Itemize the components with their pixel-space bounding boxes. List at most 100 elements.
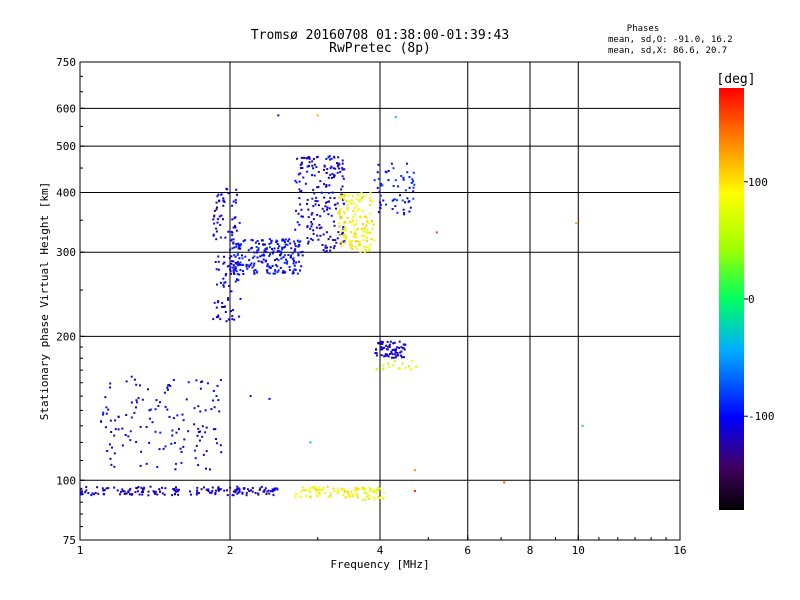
data-point: [94, 491, 97, 494]
data-point: [316, 186, 319, 189]
data-point: [311, 223, 314, 226]
data-point: [344, 221, 346, 223]
data-point: [333, 156, 336, 159]
data-point: [197, 492, 200, 495]
data-point: [372, 223, 375, 226]
data-point: [251, 246, 253, 249]
data-point: [261, 254, 263, 257]
data-point: [365, 240, 368, 243]
data-point: [216, 301, 219, 304]
data-point: [366, 495, 368, 498]
data-point: [219, 444, 222, 447]
data-point: [217, 316, 220, 319]
data-point: [377, 211, 380, 214]
data-point: [374, 352, 377, 355]
data-point: [294, 179, 297, 182]
data-point: [356, 227, 359, 230]
data-point: [313, 192, 316, 195]
data-point: [293, 242, 296, 245]
data-point: [109, 419, 112, 422]
data-point: [311, 164, 314, 167]
data-point: [175, 486, 177, 489]
data-point: [248, 259, 251, 262]
data-point: [134, 491, 137, 494]
x-tick-label: 1: [77, 544, 84, 557]
data-point: [91, 492, 94, 495]
data-point: [376, 489, 379, 491]
data-point: [397, 367, 400, 370]
data-point: [196, 434, 199, 437]
data-point: [345, 228, 348, 231]
data-point: [154, 490, 157, 493]
data-point: [197, 405, 200, 408]
data-point: [266, 265, 269, 268]
data-point: [338, 212, 341, 215]
data-point: [305, 494, 308, 497]
data-point: [353, 232, 356, 235]
data-point: [368, 231, 371, 234]
data-point: [236, 193, 238, 196]
data-point: [295, 181, 298, 184]
data-point: [113, 465, 116, 468]
data-point: [403, 348, 406, 351]
data-point: [239, 269, 242, 271]
data-point: [332, 247, 335, 250]
data-point: [252, 264, 255, 267]
data-point: [315, 492, 318, 495]
data-point: [187, 381, 190, 384]
data-point: [363, 487, 366, 490]
data-point: [235, 188, 238, 191]
data-point: [302, 156, 304, 159]
data-point: [227, 298, 229, 301]
data-point: [346, 204, 348, 207]
x-tick-label: 8: [527, 544, 534, 557]
data-point: [381, 348, 384, 351]
data-point: [337, 491, 340, 494]
data-point: [336, 165, 339, 168]
data-point: [375, 352, 378, 355]
data-point: [316, 495, 319, 498]
data-point: [361, 197, 363, 200]
data-point: [399, 194, 401, 197]
data-point: [381, 342, 384, 345]
data-point: [332, 239, 335, 241]
data-point: [339, 208, 342, 210]
data-point: [333, 174, 336, 177]
data-point: [294, 248, 297, 251]
data-point: [290, 254, 293, 257]
data-point: [123, 490, 126, 493]
data-point: [312, 167, 315, 170]
data-point: [272, 272, 275, 275]
data-point: [312, 158, 315, 160]
data-point: [388, 365, 391, 368]
data-point: [268, 243, 271, 245]
data-point: [268, 272, 271, 275]
data-point: [351, 219, 354, 222]
data-point: [343, 241, 346, 244]
data-point: [256, 270, 259, 273]
data-point: [364, 245, 367, 248]
data-point: [402, 347, 405, 350]
data-point: [366, 229, 369, 232]
data-point: [325, 157, 328, 160]
data-point: [251, 490, 254, 493]
data-point: [357, 194, 360, 197]
data-point: [362, 488, 364, 491]
data-point: [308, 161, 311, 164]
data-point: [349, 231, 352, 234]
data-point: [154, 492, 157, 495]
data-point: [178, 428, 180, 431]
data-point: [356, 210, 359, 213]
data-point: [116, 489, 119, 492]
data-point: [222, 277, 225, 280]
data-point: [287, 254, 290, 256]
data-point: [366, 493, 369, 496]
data-point: [263, 489, 266, 491]
colorbar-label: [deg]: [716, 72, 755, 87]
data-point: [273, 488, 276, 491]
data-point: [342, 177, 345, 180]
data-point: [201, 380, 204, 383]
data-point: [307, 242, 310, 245]
data-point: [232, 260, 235, 263]
data-point: [341, 167, 344, 170]
